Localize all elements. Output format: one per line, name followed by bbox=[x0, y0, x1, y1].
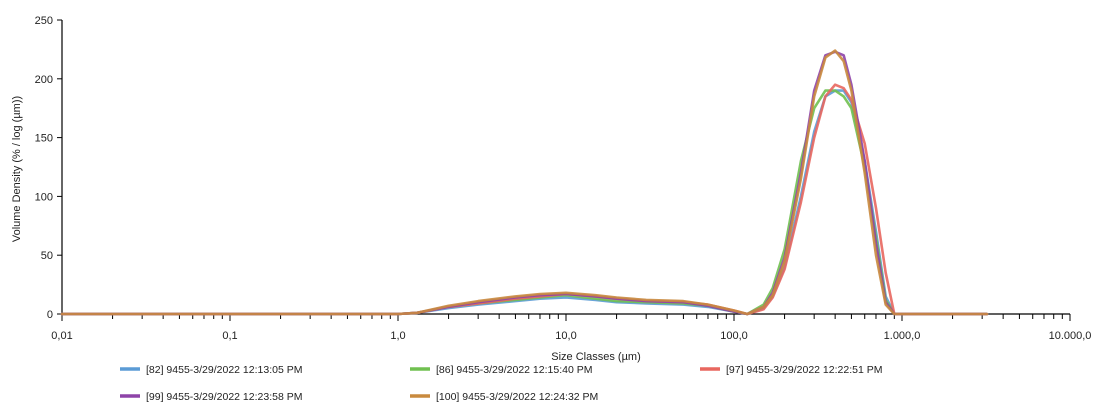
legend-label: [86] 9455-3/29/2022 12:15:40 PM bbox=[436, 364, 592, 376]
x-tick-label: 100,0 bbox=[720, 330, 748, 342]
legend-label: [82] 9455-3/29/2022 12:13:05 PM bbox=[146, 364, 302, 376]
x-tick-label: 10,0 bbox=[555, 330, 576, 342]
axis-labels: Size Classes (µm) Volume Density (% / lo… bbox=[11, 96, 641, 363]
y-tick-label: 250 bbox=[35, 15, 53, 27]
legend-label: [100] 9455-3/29/2022 12:24:32 PM bbox=[436, 391, 598, 403]
legend-label: [97] 9455-3/29/2022 12:22:51 PM bbox=[726, 364, 882, 376]
legend-label: [99] 9455-3/29/2022 12:23:58 PM bbox=[146, 391, 302, 403]
y-tick-label: 50 bbox=[41, 250, 53, 262]
x-axis-title: Size Classes (µm) bbox=[551, 351, 640, 363]
y-axis-title: Volume Density (% / log (µm)) bbox=[11, 96, 23, 242]
series-line-5 bbox=[60, 49, 989, 316]
series-line-3 bbox=[60, 83, 989, 316]
y-tick-label: 0 bbox=[47, 309, 53, 321]
y-tick-label: 200 bbox=[35, 74, 53, 86]
y-tick-label: 150 bbox=[35, 133, 53, 145]
legend-item: [97] 9455-3/29/2022 12:22:51 PM bbox=[700, 364, 882, 376]
x-tick-label: 1.000,0 bbox=[884, 330, 921, 342]
legend-item: [82] 9455-3/29/2022 12:13:05 PM bbox=[120, 364, 302, 376]
legend-item: [86] 9455-3/29/2022 12:15:40 PM bbox=[410, 364, 592, 376]
series-line-4 bbox=[60, 50, 989, 316]
x-tick-label: 0,1 bbox=[222, 330, 237, 342]
x-tick-label: 0,01 bbox=[51, 330, 72, 342]
y-tick-label: 100 bbox=[35, 191, 53, 203]
series-layer bbox=[60, 49, 989, 316]
series-line-1 bbox=[60, 89, 989, 316]
x-tick-label: 10.000,0 bbox=[1049, 330, 1092, 342]
x-tick-label: 1,0 bbox=[390, 330, 405, 342]
series-line-2 bbox=[60, 89, 989, 316]
legend-item: [100] 9455-3/29/2022 12:24:32 PM bbox=[410, 391, 598, 403]
legend-item: [99] 9455-3/29/2022 12:23:58 PM bbox=[120, 391, 302, 403]
legend: [82] 9455-3/29/2022 12:13:05 PM [86] 9455… bbox=[120, 364, 882, 403]
